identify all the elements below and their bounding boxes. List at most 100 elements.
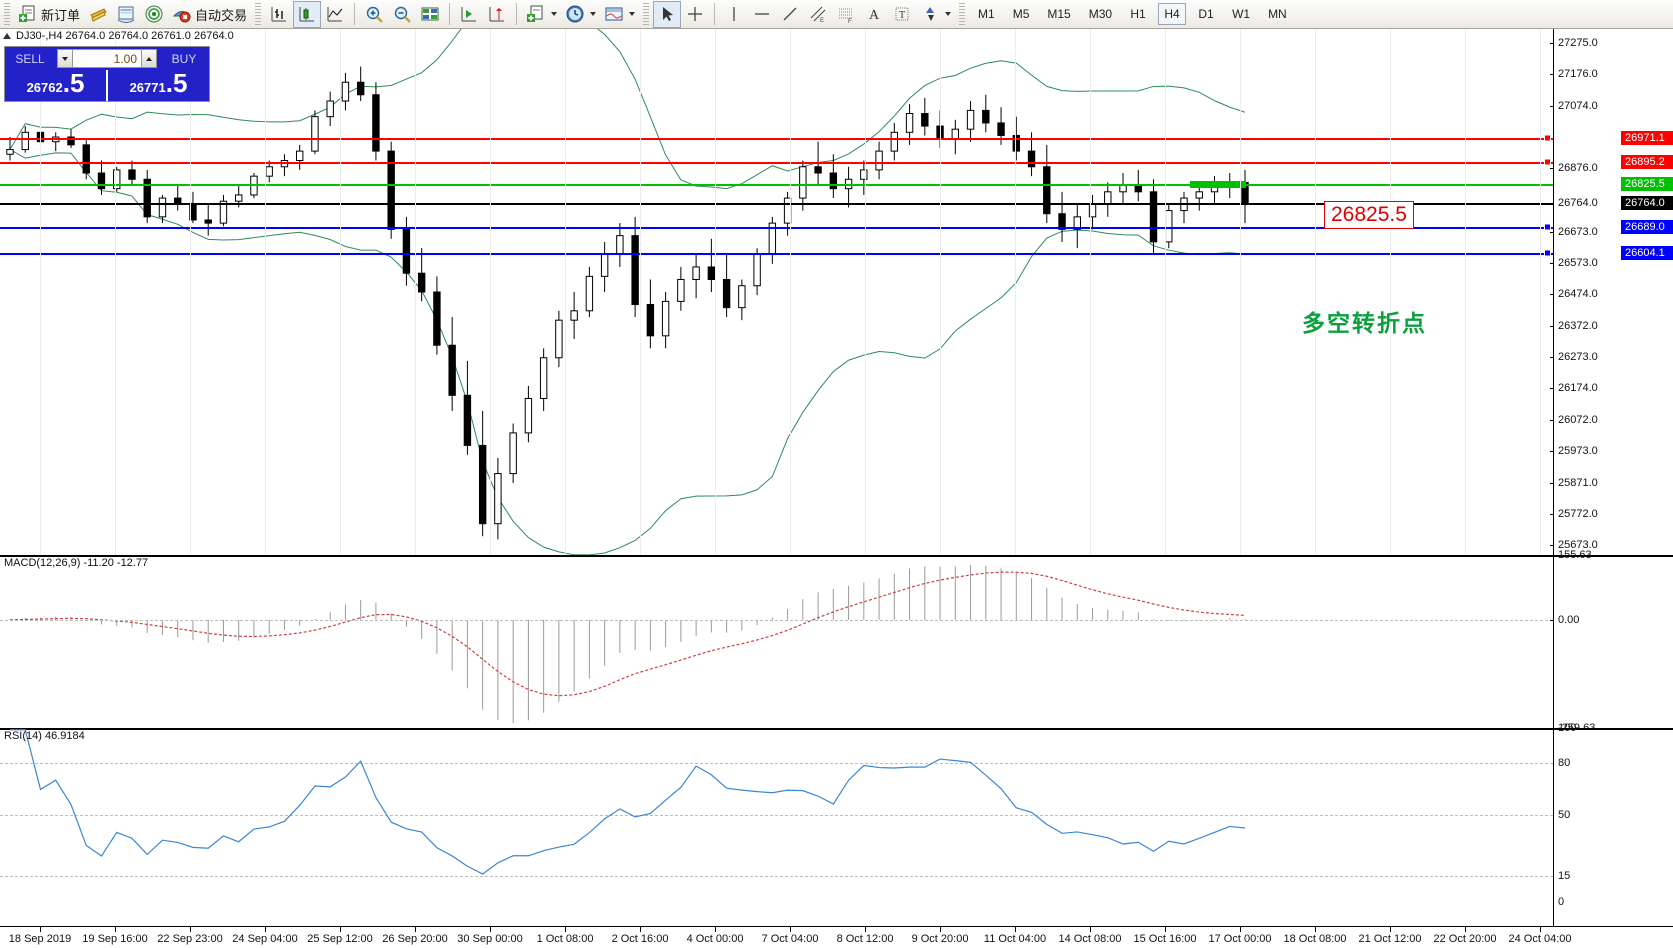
volume-decrease-button[interactable] xyxy=(57,49,73,68)
history-center-button[interactable] xyxy=(84,1,112,28)
time-axis-tick xyxy=(790,927,791,932)
bar-chart-button[interactable] xyxy=(265,1,293,28)
chart-area[interactable]: 27275.0 27176.0 27074.0 26876.0 26764.0 26673… xyxy=(0,29,1673,948)
volume-value[interactable]: 1.00 xyxy=(73,49,141,68)
arrows-dropdown-caret[interactable] xyxy=(945,12,952,16)
price-line-handle[interactable] xyxy=(1544,249,1551,257)
time-axis-tick xyxy=(40,927,41,932)
new-order-label: 新订单 xyxy=(41,7,81,23)
time-axis-label: 30 Sep 00:00 xyxy=(457,933,523,945)
time-axis-tick xyxy=(1315,927,1316,932)
macd-plot[interactable] xyxy=(0,555,1553,728)
equidistant-channel-button[interactable]: E xyxy=(804,1,832,28)
chart-gridline xyxy=(565,29,566,555)
sell-label[interactable]: SELL xyxy=(15,51,45,66)
time-axis-tick xyxy=(715,927,716,932)
timeframe-button-w1[interactable]: W1 xyxy=(1232,7,1251,21)
volume-stepper[interactable]: 1.00 xyxy=(55,47,159,70)
toolbar-grip-3[interactable] xyxy=(643,3,650,25)
toolbar-grip[interactable] xyxy=(4,3,10,25)
price-pane[interactable]: 27275.0 27176.0 27074.0 26876.0 26764.0 26673… xyxy=(0,29,1673,555)
time-axis[interactable]: 18 Sep 2019 19 Sep 16:00 22 Sep 23:00 24 Se… xyxy=(0,926,1673,948)
templates-button[interactable] xyxy=(600,1,639,28)
timeframe-button-m1[interactable]: M1 xyxy=(978,7,995,21)
zoom-out-button[interactable] xyxy=(388,1,416,28)
rsi-pane[interactable]: 100 80 50 15 0 RSI(14) 46.9184 xyxy=(0,722,1673,926)
toolbar-grip-2[interactable] xyxy=(255,3,262,25)
rsi-plot[interactable] xyxy=(0,728,1553,926)
market-watch-icon xyxy=(116,4,136,24)
price-line-support[interactable] xyxy=(0,226,1553,229)
vertical-line-button[interactable] xyxy=(720,1,748,28)
new-chart-button[interactable] xyxy=(522,1,561,28)
price-axis-label: 26673.0 xyxy=(1558,225,1598,238)
price-plot[interactable] xyxy=(0,29,1553,555)
price-line-support[interactable] xyxy=(0,253,1553,256)
rsi-axis-label: 80 xyxy=(1558,756,1571,769)
price-tag-pivot[interactable]: 26825.5 xyxy=(1621,176,1673,191)
price-line-handle[interactable] xyxy=(1544,158,1551,166)
volume-increase-button[interactable] xyxy=(141,49,157,68)
arrows-button[interactable] xyxy=(916,1,955,28)
new-chart-dropdown-caret[interactable] xyxy=(551,12,558,16)
time-axis-label: 19 Sep 16:00 xyxy=(82,933,148,945)
text-label-button[interactable]: T xyxy=(888,1,916,28)
candlestick-chart-button[interactable] xyxy=(293,0,322,28)
autoscroll-button[interactable] xyxy=(455,1,483,28)
crosshair-button[interactable] xyxy=(681,1,709,28)
autotrade-button[interactable]: 自动交易 xyxy=(168,1,251,28)
rsi-series xyxy=(10,729,1246,875)
price-line-current-price[interactable] xyxy=(0,203,1553,206)
trendline-button[interactable] xyxy=(776,1,804,28)
sell-price-int: 26762 xyxy=(26,80,63,95)
market-watch-button[interactable] xyxy=(112,1,140,28)
macd-pane[interactable]: 155.630.00-259.63 MACD(12,26,9) -11.20 -… xyxy=(0,549,1673,734)
price-tag-current-price[interactable]: 26764.0 xyxy=(1621,196,1673,211)
one-click-trading-panel[interactable]: SELL 1.00 BUY 26762 .5 26771 xyxy=(4,46,210,102)
zoom-in-button[interactable] xyxy=(360,1,388,28)
timeframe-button-m15[interactable]: M15 xyxy=(1047,7,1071,21)
price-line-handle[interactable] xyxy=(1544,134,1551,142)
text-button[interactable]: A xyxy=(860,1,888,28)
price-line-pivot[interactable] xyxy=(0,183,1553,186)
sell-price-button[interactable]: 26762 .5 xyxy=(5,70,106,101)
price-line-handle[interactable] xyxy=(1544,223,1551,231)
period-button[interactable] xyxy=(561,1,600,28)
time-axis-label: 25 Sep 12:00 xyxy=(307,933,373,945)
macd-axis[interactable]: 155.630.00-259.63 xyxy=(1550,549,1673,734)
chart-shift-button[interactable] xyxy=(483,1,511,28)
horizontal-line-button[interactable] xyxy=(748,1,776,28)
data-window-button[interactable] xyxy=(416,1,444,28)
collapse-triangle-icon[interactable] xyxy=(3,33,11,39)
arrows-icon xyxy=(920,4,940,24)
buy-label[interactable]: BUY xyxy=(171,51,197,66)
time-axis-label: 2 Oct 16:00 xyxy=(611,933,669,945)
timeframe-button-mn[interactable]: MN xyxy=(1268,7,1287,21)
price-line-resistance[interactable] xyxy=(0,138,1553,141)
fibonacci-button[interactable]: F xyxy=(832,1,860,28)
new-order-button[interactable]: 新订单 xyxy=(14,1,84,28)
period-dropdown-caret[interactable] xyxy=(590,12,597,16)
price-tag-resistance[interactable]: 26895.2 xyxy=(1621,155,1673,169)
timeframe-button-m30[interactable]: M30 xyxy=(1088,7,1113,21)
buy-price-button[interactable]: 26771 .5 xyxy=(108,70,209,101)
timeframe-button-m5[interactable]: M5 xyxy=(1012,7,1030,21)
chinese-note-annotation[interactable]: 多空转折点 xyxy=(1302,310,1427,336)
price-axis-tick xyxy=(1550,106,1554,108)
cursor-button[interactable] xyxy=(653,0,682,28)
timeframe-button-h4[interactable]: H4 xyxy=(1158,3,1187,25)
price-axis[interactable]: 27275.0 27176.0 27074.0 26876.0 26764.0 26673… xyxy=(1550,29,1673,555)
line-chart-button[interactable] xyxy=(321,1,349,28)
templates-dropdown-caret[interactable] xyxy=(629,12,636,16)
price-line-resistance[interactable] xyxy=(0,162,1553,164)
price-tag-support[interactable]: 26604.1 xyxy=(1621,246,1673,261)
timeframe-button-d1[interactable]: D1 xyxy=(1198,7,1214,21)
navigator-button[interactable] xyxy=(140,1,168,28)
bollinger-band-line xyxy=(9,149,1246,555)
toolbar-grip-4[interactable] xyxy=(959,3,966,25)
price-callout-annotation[interactable]: 26825.5 xyxy=(1324,201,1414,229)
price-tag-resistance[interactable]: 26971.1 xyxy=(1621,131,1673,146)
timeframe-button-h1[interactable]: H1 xyxy=(1130,7,1146,21)
price-tag-support[interactable]: 26689.0 xyxy=(1621,219,1673,234)
rsi-axis[interactable]: 100 80 50 15 0 xyxy=(1553,722,1673,926)
